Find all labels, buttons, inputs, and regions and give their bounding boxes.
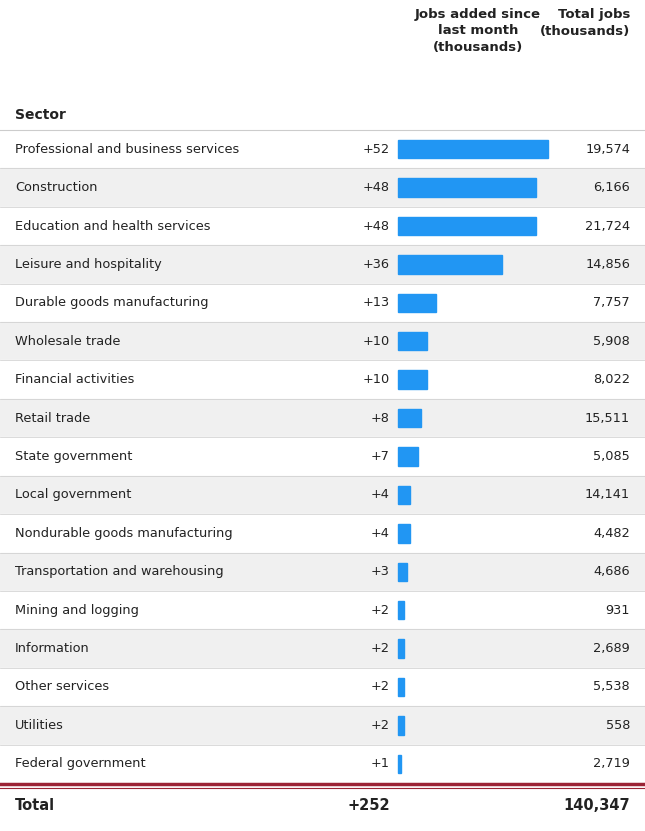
Bar [0,130,645,169]
Text: +13: +13 [363,297,390,309]
Bar [0,591,645,629]
Text: +4: +4 [371,489,390,501]
Bar [0,745,645,783]
Text: Total jobs
(thousands): Total jobs (thousands) [540,8,630,37]
Text: Durable goods manufacturing: Durable goods manufacturing [15,297,208,309]
Text: Financial activities: Financial activities [15,373,134,386]
Text: 4,482: 4,482 [593,527,630,540]
Text: +2: +2 [371,642,390,655]
Text: 7,757: 7,757 [593,297,630,309]
Bar [398,563,406,581]
Text: +7: +7 [371,450,390,463]
Bar [398,447,418,465]
Text: Sector: Sector [15,108,66,122]
Bar [0,322,645,361]
Text: 140,347: 140,347 [563,799,630,814]
Text: 5,538: 5,538 [593,681,630,694]
Text: +48: +48 [363,181,390,194]
Text: +2: +2 [371,681,390,694]
Bar [0,245,645,283]
Text: 8,022: 8,022 [593,373,630,386]
Text: 19,574: 19,574 [585,143,630,155]
Text: 21,724: 21,724 [585,219,630,233]
Bar [398,524,410,543]
Bar [398,255,502,273]
Text: 5,908: 5,908 [593,335,630,347]
Bar [398,179,537,197]
Text: 2,689: 2,689 [593,642,630,655]
Text: Nondurable goods manufacturing: Nondurable goods manufacturing [15,527,233,540]
Bar [398,371,427,389]
Text: +8: +8 [371,411,390,425]
Bar [0,668,645,706]
Bar [398,678,404,696]
Text: Wholesale trade: Wholesale trade [15,335,121,347]
Text: Other services: Other services [15,681,109,694]
Text: Construction: Construction [15,181,97,194]
Text: 2,719: 2,719 [593,757,630,770]
Bar [398,293,435,312]
Text: Education and health services: Education and health services [15,219,210,233]
Bar [0,706,645,745]
Text: Mining and logging: Mining and logging [15,603,139,617]
Bar [0,169,645,207]
Text: 14,856: 14,856 [585,258,630,271]
Text: +10: +10 [362,335,390,347]
Bar [0,437,645,475]
Text: Transportation and warehousing: Transportation and warehousing [15,565,224,578]
Bar [398,217,537,235]
Text: 5,085: 5,085 [593,450,630,463]
Text: Professional and business services: Professional and business services [15,143,239,155]
Text: +3: +3 [371,565,390,578]
Text: +1: +1 [371,757,390,770]
Text: Information: Information [15,642,90,655]
Text: Federal government: Federal government [15,757,146,770]
Bar [0,514,645,553]
Text: Jobs added since
last month
(thousands): Jobs added since last month (thousands) [415,8,541,54]
Text: Retail trade: Retail trade [15,411,90,425]
Text: +2: +2 [371,603,390,617]
Text: +36: +36 [363,258,390,271]
Text: 6,166: 6,166 [593,181,630,194]
Text: Utilities: Utilities [15,719,64,732]
Bar [0,207,645,245]
Text: +52: +52 [363,143,390,155]
Text: +4: +4 [371,527,390,540]
Text: +252: +252 [348,799,390,814]
Bar [0,475,645,514]
Bar [398,716,404,735]
Bar [398,755,401,773]
Bar [398,601,404,619]
Bar [398,140,548,159]
Text: Leisure and hospitality: Leisure and hospitality [15,258,162,271]
Bar [0,629,645,668]
Bar [398,485,410,504]
Text: +48: +48 [363,219,390,233]
Text: 931: 931 [606,603,630,617]
Bar [0,283,645,322]
Bar [0,399,645,437]
Text: 15,511: 15,511 [585,411,630,425]
Bar [398,639,404,658]
Bar [398,332,427,351]
Text: 558: 558 [606,719,630,732]
Text: Local government: Local government [15,489,132,501]
Text: 4,686: 4,686 [593,565,630,578]
Text: +2: +2 [371,719,390,732]
Text: State government: State government [15,450,132,463]
Text: 14,141: 14,141 [585,489,630,501]
Bar [0,553,645,591]
Text: +10: +10 [362,373,390,386]
Bar [0,361,645,399]
Bar [398,409,421,427]
Text: Total: Total [15,799,55,814]
